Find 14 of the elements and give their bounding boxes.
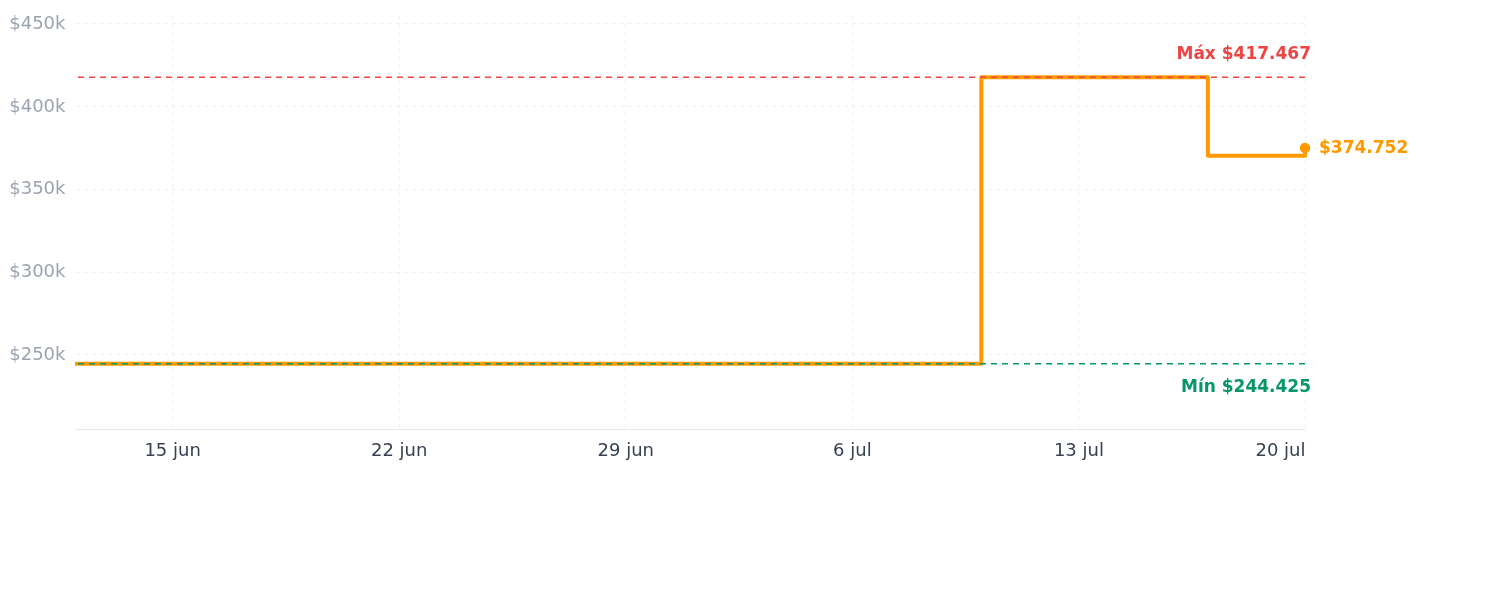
y-tick-label: $300k [9, 260, 67, 282]
x-tick-label: 6 jul [833, 438, 872, 460]
x-tick-label: 29 jun [597, 438, 654, 460]
y-tick-label: $450k [9, 11, 67, 33]
ref-line-label: Máx $417.467 [1176, 43, 1311, 64]
x-tick-label: 20 jul [1255, 438, 1306, 460]
y-tick-label: $400k [9, 94, 67, 116]
data-label: $374.752 [1319, 136, 1409, 157]
ref-line-label: Mín $244.425 [1180, 375, 1311, 396]
y-tick-label: $350k [9, 177, 67, 199]
x-tick-label: 22 jun [370, 438, 428, 460]
x-tick-label: 15 jun [144, 438, 201, 460]
y-tick-label: $250k [9, 342, 67, 364]
x-tick-label: 13 jul [1053, 438, 1104, 460]
